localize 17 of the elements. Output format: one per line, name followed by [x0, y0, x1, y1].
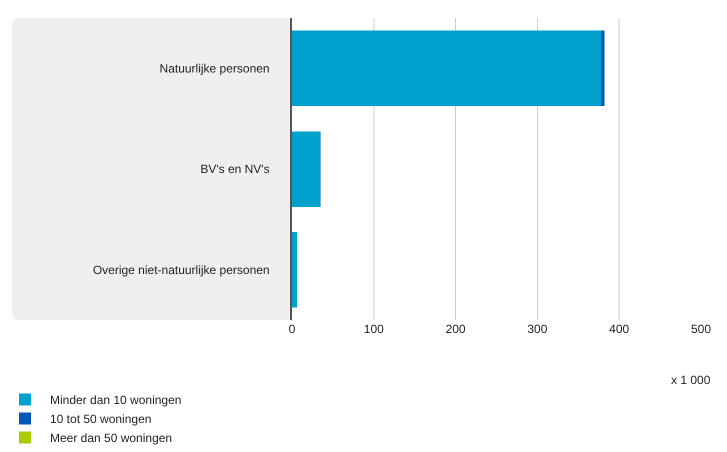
- text: x 1 000: [671, 373, 711, 387]
- bar: [292, 232, 297, 308]
- legend-label: 10 tot 50 woningen: [50, 412, 152, 426]
- x-tick-label: 200: [446, 322, 466, 336]
- y-tick-label: BV's en NV's: [200, 162, 270, 176]
- legend-label: Meer dan 50 woningen: [50, 431, 172, 446]
- bar: [292, 131, 320, 207]
- x-tick-label: 300: [527, 322, 548, 336]
- x-tick-label: 100: [364, 322, 384, 336]
- bar: [292, 30, 602, 106]
- y-tick-label: Natuurlijke personen: [160, 62, 270, 76]
- bar: [601, 30, 604, 106]
- x-tick-label: 0: [288, 322, 296, 336]
- x-tick-label: 500: [690, 322, 712, 336]
- x-tick-label: 400: [609, 322, 630, 336]
- legend-label: Minder dan 10 woningen: [50, 393, 182, 408]
- y-tick-label: Overige niet-natuurlijke personen: [92, 262, 270, 277]
